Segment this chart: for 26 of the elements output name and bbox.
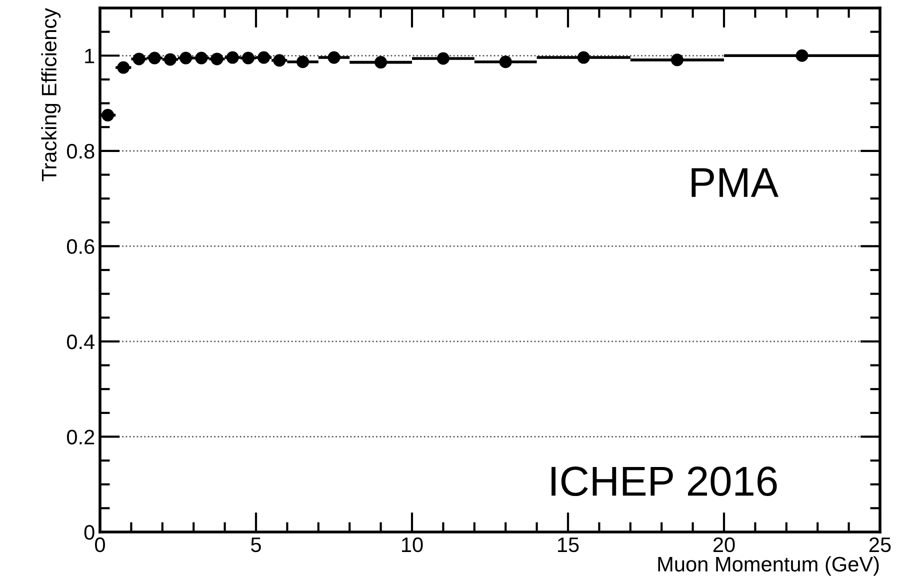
y-tick-label: 0 bbox=[84, 525, 94, 540]
point bbox=[499, 56, 512, 68]
x-tick-label: 0 bbox=[95, 537, 105, 552]
x-tick-label: 15 bbox=[558, 538, 579, 552]
y-axis-title: Tracking Efficiency bbox=[41, 8, 61, 182]
x-tick-label: 10 bbox=[402, 537, 423, 552]
point bbox=[328, 51, 340, 64]
x-tick-label: 25 bbox=[869, 537, 891, 552]
x-axis-title: Muon Momentum (GeV) bbox=[658, 556, 879, 576]
y-tick-label: 1 bbox=[85, 48, 94, 64]
y-tick-label: 0.2 bbox=[66, 430, 94, 444]
x-tick-label: 20 bbox=[713, 537, 735, 552]
y-tick-label: 0.4 bbox=[66, 334, 95, 350]
point bbox=[670, 54, 684, 66]
point bbox=[117, 61, 130, 74]
y-tick-label: 0.8 bbox=[66, 144, 94, 159]
point bbox=[577, 51, 590, 64]
point bbox=[102, 108, 114, 122]
point bbox=[374, 56, 388, 69]
point bbox=[796, 49, 808, 62]
y-tick-label: 0.6 bbox=[66, 239, 94, 254]
point bbox=[436, 52, 450, 65]
x-tick-label: 5 bbox=[251, 538, 261, 552]
annotation: ICHEP 2016 bbox=[552, 466, 777, 496]
annotation: PMA bbox=[692, 168, 779, 197]
point bbox=[296, 56, 310, 68]
